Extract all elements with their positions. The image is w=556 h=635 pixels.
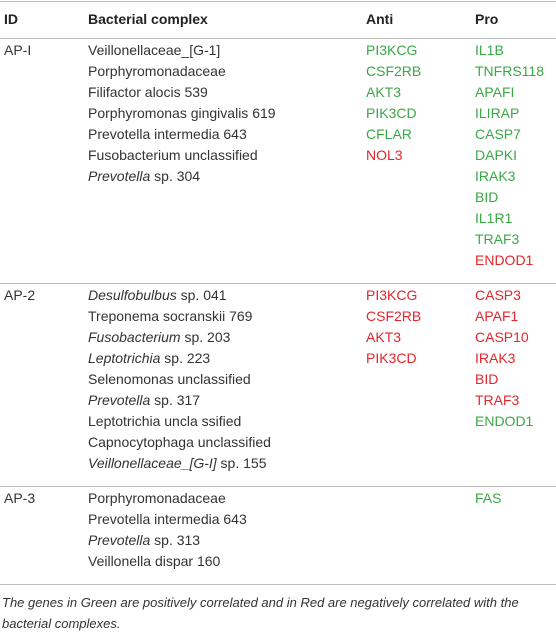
anti-gene: AKT3	[366, 84, 402, 100]
anti-gene: CSF2RB	[366, 308, 422, 324]
genus: Leptotrichia	[88, 350, 161, 366]
bacterium: Prevotella sp. 313	[88, 530, 200, 550]
bacterium-text: Selenomonas unclassified	[88, 371, 251, 387]
bacterium: Prevotella intermedia 643	[88, 124, 247, 144]
pro-gene: FAS	[475, 490, 502, 506]
column-header: Anti	[366, 11, 394, 27]
bacterium: Porphyromonas gingivalis 619	[88, 103, 276, 123]
genus: Veillonellaceae_[G-I]	[88, 455, 217, 471]
pro-gene: IL1B	[475, 42, 504, 58]
bacterium: Desulfobulbus sp. 041	[88, 285, 227, 305]
bacterium: Porphyromonadaceae	[88, 61, 226, 81]
pro-gene: BID	[475, 189, 499, 205]
bacterium: Capnocytophaga unclassified	[88, 432, 271, 452]
anti-gene: CFLAR	[366, 126, 412, 142]
bacterium-text: Leptotrichia uncla ssified	[88, 413, 242, 429]
pro-gene: ENDOD1	[475, 413, 534, 429]
pro-gene: TRAF3	[475, 231, 520, 247]
bacterium-text: sp. 304	[150, 168, 201, 184]
anti-gene: PIK3CD	[366, 105, 417, 121]
column-header: ID	[4, 11, 18, 27]
pro-gene: CASP3	[475, 287, 521, 303]
genus: Prevotella	[88, 168, 151, 184]
genus: Prevotella	[88, 392, 151, 408]
group-rule	[0, 486, 556, 487]
pro-gene: BID	[475, 371, 499, 387]
pro-gene: IRAK3	[475, 168, 516, 184]
bacterium: Fusobacterium sp. 203	[88, 327, 230, 347]
bacterium-text: Prevotella intermedia 643	[88, 511, 247, 527]
footnote: The genes in Green are positively correl…	[2, 595, 519, 631]
genus: Desulfobulbus	[88, 287, 177, 303]
bacterium: Prevotella intermedia 643	[88, 509, 247, 529]
anti-gene: PI3KCG	[366, 287, 418, 303]
bacterium-text: sp. 223	[160, 350, 211, 366]
bacterium: Prevotella sp. 317	[88, 390, 200, 410]
pro-gene: ILIRAP	[475, 105, 520, 121]
group-id: AP-3	[4, 490, 36, 506]
bacterium-text: Capnocytophaga unclassified	[88, 434, 271, 450]
bacterium-text: sp. 041	[176, 287, 227, 303]
bacterium-text: Treponema socranskii 769	[88, 308, 253, 324]
header-rule	[0, 38, 556, 39]
bacterium-text: Veillonella dispar 160	[88, 553, 221, 569]
pro-gene: CASP10	[475, 329, 529, 345]
bacterium-text: Veillonellaceae_[G-1]	[88, 42, 221, 58]
pro-gene: DAPKI	[475, 147, 518, 163]
bacterium-text: Fusobacterium unclassified	[88, 147, 258, 163]
bacterium-text: Filifactor alocis 539	[88, 84, 208, 100]
anti-gene: NOL3	[366, 147, 403, 163]
top-rule	[0, 1, 556, 2]
bacterium: Selenomonas unclassified	[88, 369, 251, 389]
bacterium: Veillonellaceae_[G-I] sp. 155	[88, 453, 267, 473]
bacterium: Treponema socranskii 769	[88, 306, 252, 326]
bacterium-text: Porphyromonadaceae	[88, 490, 226, 506]
anti-gene: PI3KCG	[366, 42, 418, 58]
bacterium-text: sp. 313	[150, 532, 201, 548]
pro-gene: CASP7	[475, 126, 521, 142]
bacterium-text: sp. 317	[150, 392, 201, 408]
bacterium: Fusobacterium unclassified	[88, 145, 258, 165]
group-rule	[0, 584, 556, 585]
group-id: AP-I	[4, 42, 32, 58]
pro-gene: IL1R1	[475, 210, 513, 226]
pro-gene: TRAF3	[475, 392, 520, 408]
pro-gene: APAFI	[475, 84, 515, 100]
genus: Fusobacterium	[88, 329, 181, 345]
bacterium: Veillonellaceae_[G-1]	[88, 40, 220, 60]
group-rule	[0, 283, 556, 284]
bacterium: Leptotrichia sp. 223	[88, 348, 210, 368]
anti-gene: PIK3CD	[366, 350, 417, 366]
column-header: Pro	[475, 11, 499, 27]
bacterium: Prevotella sp. 304	[88, 166, 200, 186]
bacterium-text: Prevotella intermedia 643	[88, 126, 247, 142]
pro-gene: ENDOD1	[475, 252, 534, 268]
pro-gene: APAF1	[475, 308, 519, 324]
pro-gene: TNFRS118	[475, 63, 544, 79]
bacterium-text: sp. 203	[180, 329, 231, 345]
pro-gene: IRAK3	[475, 350, 516, 366]
bacterium: Veillonella dispar 160	[88, 551, 220, 571]
group-id: AP-2	[4, 287, 36, 303]
bacterium: Filifactor alocis 539	[88, 82, 208, 102]
bacterium-text: Porphyromonadaceae	[88, 63, 226, 79]
column-header: Bacterial complex	[88, 11, 208, 27]
bacterium: Leptotrichia uncla ssified	[88, 411, 241, 431]
anti-gene: CSF2RB	[366, 63, 422, 79]
bacterium-text: Porphyromonas gingivalis 619	[88, 105, 276, 121]
bacterium-text: sp. 155	[216, 455, 267, 471]
bacterium: Porphyromonadaceae	[88, 488, 226, 508]
genus: Prevotella	[88, 532, 151, 548]
anti-gene: AKT3	[366, 329, 402, 345]
